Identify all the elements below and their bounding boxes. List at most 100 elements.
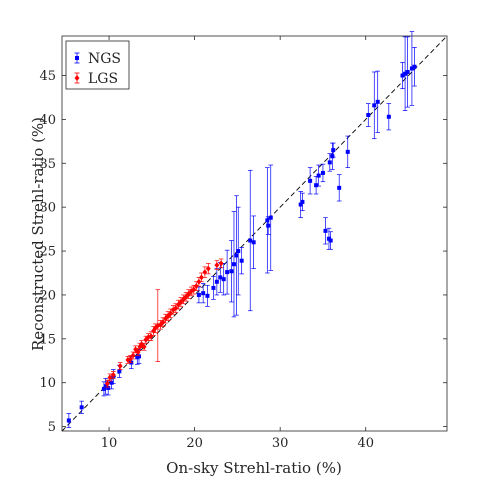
y-tick-label: 40 [39,113,56,128]
marker-diamond [130,352,136,359]
plot-frame [61,35,448,432]
marker-square [403,71,408,76]
data-point [412,47,417,87]
y-tick-label: 15 [39,332,56,347]
marker-square [298,202,303,207]
y-axis-label: Reconstructed Strehl-ratio (%) [29,117,47,351]
marker-diamond [173,305,179,312]
x-tick-label: 30 [272,436,289,451]
marker-diamond [205,265,211,272]
data-point [251,215,256,269]
x-tick-label: 10 [101,436,118,451]
data-point [365,103,371,127]
data-point [320,163,326,183]
legend-lgs-label: LGS [88,71,118,87]
marker-square [405,69,410,74]
marker-diamond [163,315,168,322]
marker-square [375,99,380,104]
data-point [268,164,274,271]
x-tick-label: 20 [186,436,203,451]
data-point [330,142,336,158]
marker-diamond [117,363,123,370]
marker-square [300,199,305,204]
y-tick-label: 30 [39,201,56,216]
marker-square [196,292,201,297]
marker-square [366,113,371,117]
data-point [371,71,377,140]
series-ngs [66,31,417,428]
marker-square [239,258,244,263]
marker-square [328,238,333,243]
marker-diamond [110,371,116,378]
marker-square [308,178,313,183]
data-point [307,167,313,195]
data-point [107,373,113,382]
marker-square [345,149,350,154]
marker-square [400,73,405,78]
y-tick-label: 35 [39,157,56,172]
marker-square [66,418,71,423]
x-axis-label: On-sky Strehl-ratio (%) [166,459,342,477]
marker-square [386,114,391,119]
data-point [214,260,220,270]
marker-diamond [214,262,220,269]
marker-square [234,253,239,258]
legend-ngs-marker [75,56,79,60]
data-point [205,284,210,307]
legend-entry-ngs: NGS [74,51,121,67]
data-point [200,283,206,304]
data-point [336,174,342,202]
data-point [400,61,405,90]
y-tick-label: 10 [39,376,56,391]
marker-square [330,154,335,159]
marker-square [236,249,241,254]
data-point [375,70,380,133]
marker-square [229,269,234,274]
data-point [79,400,84,414]
data-point [235,206,241,296]
marker-square [248,238,253,243]
legend: NGS LGS [65,40,130,90]
data-point [386,103,392,131]
data-point [133,345,138,354]
data-point [323,217,328,245]
marker-diamond [160,319,166,326]
marker-square [316,173,321,178]
data-point [130,351,136,360]
marker-square [79,405,84,410]
marker-square [372,103,377,108]
marker-square [103,384,108,389]
y-tick-label: 45 [39,69,56,84]
marker-diamond [135,349,141,355]
data-point [265,216,271,235]
marker-square [268,215,273,220]
data-point [173,303,179,313]
marker-diamond [193,283,199,290]
data-point [327,153,333,172]
marker-square [320,170,325,175]
marker-square [266,223,271,228]
data-point [229,240,234,303]
legend-lgs-marker [74,75,80,81]
marker-square [231,262,236,267]
marker-square [214,279,219,284]
marker-diamond [133,346,138,353]
marker-diamond [168,310,174,317]
data-point [155,289,161,363]
series-layer [66,31,417,428]
data-point [104,379,110,388]
data-point [300,192,305,212]
marker-diamond [196,278,202,285]
marker-square [101,386,106,391]
data-point [165,311,171,321]
marker-diamond [165,313,171,320]
marker-diamond [128,356,133,363]
marker-square [109,380,114,385]
marker-square [137,354,141,359]
marker-diamond [157,321,163,328]
axes-layer: 10 20 30 40 5 10 15 20 25 30 35 40 45 [39,36,447,451]
data-point [316,164,321,187]
marker-square [251,240,256,245]
marker-square [201,291,206,296]
